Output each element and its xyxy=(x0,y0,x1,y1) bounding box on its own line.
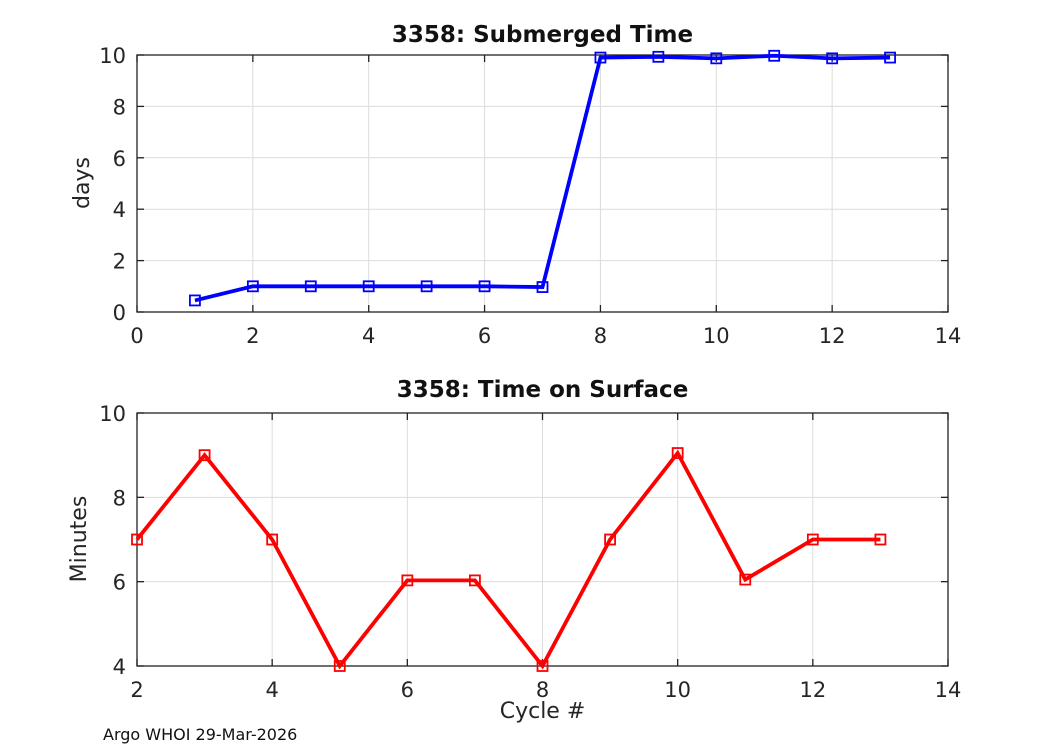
x-tick-label: 8 xyxy=(536,678,549,702)
submerged-time-days-marker xyxy=(478,280,491,293)
submerged-time-days-marker xyxy=(768,49,781,62)
submerged-time-days-marker xyxy=(594,51,607,64)
x-axis-label: Cycle # xyxy=(499,699,586,724)
time-on-surface-minutes-marker xyxy=(401,574,414,587)
x-tick-label: 2 xyxy=(130,678,143,702)
submerged-time-days-marker xyxy=(246,280,259,293)
x-tick-label: 6 xyxy=(401,678,414,702)
y-tick-label: 10 xyxy=(99,402,126,426)
submerged-time-days-marker xyxy=(710,52,723,65)
footer-annotation: Argo WHOI 29-Mar-2026 xyxy=(103,725,298,744)
x-tick-label: 2 xyxy=(246,324,259,348)
y-tick-label: 8 xyxy=(113,486,126,510)
submerged-time-days-marker xyxy=(362,280,375,293)
time-on-surface-minutes-marker xyxy=(536,660,549,672)
time-on-surface-minutes-marker xyxy=(874,533,887,546)
x-tick-label: 0 xyxy=(130,324,143,348)
time-on-surface-minutes-line xyxy=(135,449,881,670)
x-tick-label: 4 xyxy=(362,324,375,348)
y-tick-label: 4 xyxy=(113,655,126,679)
submerged-time-days-marker xyxy=(189,294,201,307)
submerged-time-days-line xyxy=(194,53,891,303)
x-tick-label: 6 xyxy=(478,324,491,348)
x-tick-label: 12 xyxy=(819,324,846,348)
x-tick-label: 14 xyxy=(935,324,962,348)
time-on-surface-minutes-marker xyxy=(131,533,143,546)
x-tick-label: 4 xyxy=(265,678,278,702)
y-tick-label: 2 xyxy=(113,250,126,274)
axis-frame xyxy=(136,54,949,313)
submerged-time-days-marker xyxy=(884,51,896,64)
time-on-surface-minutes-marker xyxy=(333,660,346,672)
bottom-chart-y-axis-label: Minutes xyxy=(67,495,92,583)
time-on-surface-minutes-marker xyxy=(604,533,616,546)
y-tick-label: 6 xyxy=(113,571,126,595)
x-tick-label: 8 xyxy=(594,324,607,348)
y-tick-label: 10 xyxy=(99,44,126,68)
submerged-time-days-marker xyxy=(304,280,317,293)
time-on-surface-minutes-marker xyxy=(806,533,819,546)
x-tick-label: 10 xyxy=(664,678,691,702)
top-chart-title: 3358: Submerged Time xyxy=(391,22,694,48)
time-on-surface-minutes-marker xyxy=(266,533,279,546)
y-tick-label: 6 xyxy=(113,147,126,171)
y-tick-label: 8 xyxy=(113,95,126,119)
submerged-time-days-marker xyxy=(420,280,433,293)
top-chart-y-axis-label: days xyxy=(70,157,95,209)
x-tick-label: 14 xyxy=(935,678,962,702)
time-on-surface-minutes-marker xyxy=(739,573,752,586)
submerged-time-days-marker xyxy=(652,50,665,63)
submerged-time-days-marker xyxy=(826,52,839,65)
y-tick-label: 4 xyxy=(113,198,126,222)
bottom-chart-title: 3358: Time on Surface xyxy=(396,377,689,403)
x-tick-label: 12 xyxy=(799,678,826,702)
time-on-surface-minutes-marker xyxy=(198,449,211,462)
submerged-time-days-marker xyxy=(536,281,549,293)
time-on-surface-minutes-marker xyxy=(469,574,481,587)
time-on-surface-minutes-marker xyxy=(671,447,684,459)
y-tick-label: 0 xyxy=(113,301,126,325)
x-tick-label: 10 xyxy=(703,324,730,348)
